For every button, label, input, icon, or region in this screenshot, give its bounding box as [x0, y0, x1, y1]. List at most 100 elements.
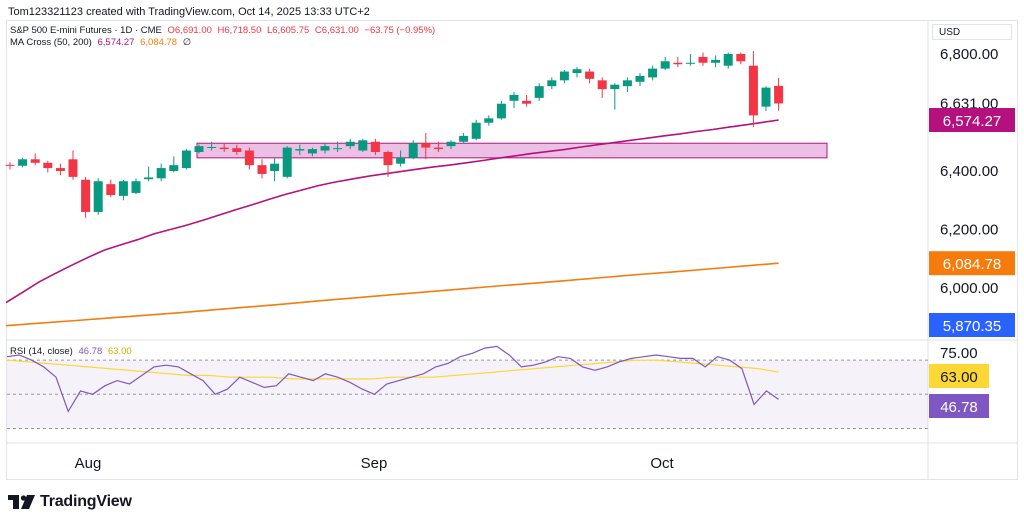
candle-body[interactable] [723, 54, 733, 66]
rsi-line[interactable] [6, 345, 779, 413]
rsi-ma-value: 63.00 [107, 346, 132, 357]
price-badge-label: 6,084.78 [943, 256, 1001, 273]
candle-body[interactable] [55, 168, 65, 171]
candle-body[interactable] [370, 141, 380, 152]
candle-body[interactable] [131, 181, 141, 193]
candle-body[interactable] [194, 146, 204, 152]
ma-fast-value: 6,574.27 [97, 37, 135, 48]
tradingview-brand[interactable]: TradingView [8, 493, 132, 511]
candle-body[interactable] [396, 157, 406, 164]
price-badge-label: 6,574.27 [943, 113, 1001, 130]
price-badge [929, 251, 1015, 276]
candle-body[interactable] [5, 164, 15, 166]
rsi-ma-line[interactable] [6, 359, 779, 380]
candle-body[interactable] [156, 168, 166, 179]
candle-body[interactable] [81, 179, 91, 212]
candle-body[interactable] [736, 54, 746, 62]
rsi-pane [6, 345, 928, 429]
candle-body[interactable] [534, 86, 544, 98]
candle-body[interactable] [181, 150, 191, 169]
candle-body[interactable] [711, 59, 721, 63]
ma-title[interactable]: MA Cross (50, 200) [10, 37, 92, 48]
candle-body[interactable] [547, 80, 557, 87]
candle-body[interactable] [232, 148, 242, 152]
candle-body[interactable] [748, 65, 758, 116]
time-axis-label: Oct [650, 455, 674, 472]
ma-200-line[interactable] [5, 262, 779, 327]
candle-body[interactable] [282, 147, 292, 177]
symbol-name[interactable]: S&P 500 E-mini Futures · 1D · CME [10, 25, 162, 36]
candle-body[interactable] [68, 159, 78, 177]
legend-open: O6,691.00 [167, 25, 212, 36]
price-tick-label: 6,200.00 [940, 222, 998, 239]
candle-body[interactable] [459, 135, 469, 142]
candle-body[interactable] [648, 68, 658, 78]
candle-body[interactable] [484, 118, 494, 123]
candle-body[interactable] [18, 159, 28, 166]
candle-body[interactable] [106, 184, 116, 195]
price-badge [929, 108, 1015, 133]
candle-body[interactable] [761, 87, 771, 107]
candle-body[interactable] [383, 151, 393, 166]
price-tick-label: 6,400.00 [940, 163, 998, 180]
rsi-badge [929, 364, 989, 388]
candle-body[interactable] [320, 146, 330, 151]
candle-body[interactable] [307, 149, 317, 154]
candle-body[interactable] [219, 147, 229, 150]
candle-body[interactable] [446, 141, 456, 147]
ma-suffix: ∅ [182, 37, 192, 48]
candle-body[interactable] [244, 150, 254, 166]
candle-body[interactable] [698, 56, 708, 63]
candle-body[interactable] [295, 149, 305, 151]
candle-body[interactable] [433, 147, 443, 150]
candle-body[interactable] [685, 62, 695, 64]
candle-body[interactable] [358, 140, 368, 151]
axes: 6,800.006,631.006,400.006,200.006,000.00… [75, 46, 1015, 472]
brand-name: TradingView [40, 493, 132, 510]
legend-change: −63.75 (−0.95%) [364, 25, 436, 36]
legend-high: H6,718.50 [217, 25, 262, 36]
candle-body[interactable] [421, 143, 431, 148]
candle-body[interactable] [597, 80, 607, 90]
candle-body[interactable] [333, 148, 343, 150]
candle-body[interactable] [43, 162, 53, 169]
candle-body[interactable] [408, 143, 418, 158]
price-badge [929, 313, 1015, 337]
candle-body[interactable] [345, 141, 355, 147]
rsi-badge-label: 63.00 [940, 369, 978, 386]
candle-body[interactable] [572, 69, 582, 74]
chart-frame [6, 20, 1018, 480]
rsi-title[interactable]: RSI (14, close) [10, 346, 73, 357]
candle-body[interactable] [559, 71, 569, 81]
candle-body[interactable] [471, 122, 481, 139]
candle-body[interactable] [660, 61, 670, 69]
candle-body[interactable] [622, 80, 632, 87]
price-pane [5, 51, 828, 327]
candle-body[interactable] [610, 84, 620, 90]
candle-body[interactable] [635, 75, 645, 82]
candle-body[interactable] [496, 103, 506, 119]
candle-body[interactable] [207, 147, 217, 149]
candle-body[interactable] [509, 94, 519, 101]
time-axis-label: Aug [75, 455, 102, 472]
candle-body[interactable] [257, 165, 267, 174]
rsi-legend: RSI (14, close) 46.78 63.00 [10, 346, 135, 357]
candle-body[interactable] [270, 163, 280, 171]
candle-body[interactable] [30, 159, 40, 163]
candle-body[interactable] [144, 177, 154, 180]
candle-body[interactable] [774, 85, 784, 104]
candle-body[interactable] [673, 62, 683, 65]
tradingview-logo-icon [8, 494, 35, 509]
ma-legend: MA Cross (50, 200) 6,574.27 6,084.78 ∅ [10, 37, 194, 48]
ma-50-line[interactable] [5, 119, 779, 304]
candle-body[interactable] [118, 181, 128, 196]
attribution-text: Tom123321123 created with TradingView.co… [8, 6, 370, 18]
candle-body[interactable] [169, 165, 179, 171]
candle-body[interactable] [522, 100, 532, 104]
price-tick-label: 6,000.00 [940, 280, 998, 297]
currency-label[interactable]: USD [932, 24, 1012, 40]
candle-body[interactable] [585, 71, 595, 79]
candle-body[interactable] [93, 181, 103, 212]
rsi-badge-label: 46.78 [940, 399, 978, 416]
